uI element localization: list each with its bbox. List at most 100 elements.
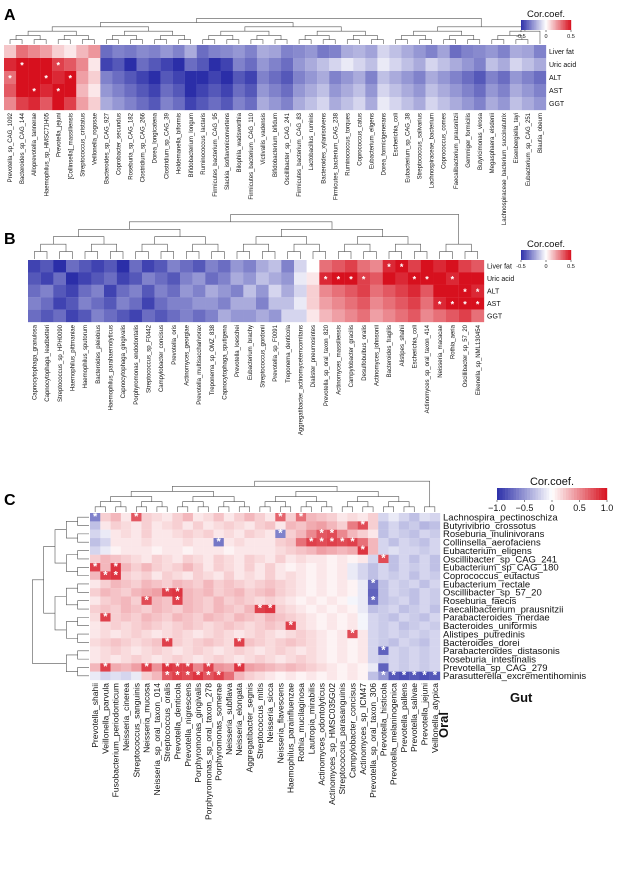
heatmap-cell xyxy=(244,58,258,72)
heatmap-cell xyxy=(429,629,441,639)
heatmap-cell xyxy=(182,563,194,572)
row-label: Lachnospira_pectinoschiza xyxy=(443,513,558,524)
heatmap-cell xyxy=(90,638,101,647)
legend-gradient-step xyxy=(529,250,532,260)
heatmap-cell xyxy=(365,45,378,59)
legend-gradient-step xyxy=(524,250,527,260)
heatmap-cell xyxy=(234,521,245,530)
heatmap-cell xyxy=(378,621,389,631)
legend-gradient-step xyxy=(537,20,539,30)
heatmap-cell xyxy=(116,297,130,310)
heatmap-cell xyxy=(254,638,266,647)
heatmap-cell xyxy=(244,97,258,111)
heatmap-cell xyxy=(461,58,474,72)
legend-gradient-step xyxy=(574,488,577,500)
heatmap-cell xyxy=(141,654,152,664)
heatmap-cell xyxy=(223,654,235,664)
heatmap-cell xyxy=(378,646,389,656)
heatmap-cell xyxy=(172,596,183,605)
heatmap-cell xyxy=(473,84,486,98)
heatmap-cell xyxy=(131,613,142,622)
heatmap-cell xyxy=(265,604,276,614)
heatmap-cell xyxy=(124,45,137,59)
heatmap-cell xyxy=(182,638,194,647)
heatmap-cell xyxy=(141,671,152,681)
heatmap-cell xyxy=(413,97,426,111)
column-label: Porphyromonas_gingivalis xyxy=(193,683,203,783)
row-label: Oscillibacter_sp_57_20 xyxy=(443,588,542,599)
heatmap-cell xyxy=(180,272,193,285)
row-label: AST xyxy=(549,88,563,95)
heatmap-cell xyxy=(53,272,67,285)
heatmap-cell xyxy=(234,554,245,564)
heatmap-cell xyxy=(141,554,152,564)
heatmap-cell xyxy=(53,309,67,323)
heatmap-cell xyxy=(347,546,358,555)
dendrogram-link xyxy=(77,583,89,593)
heatmap-cell xyxy=(429,671,441,681)
heatmap-cell xyxy=(305,84,318,98)
column-label: Neisseria_cinerea xyxy=(121,683,131,751)
heatmap-cell xyxy=(306,621,317,631)
heatmap-cell xyxy=(256,260,269,273)
legend-gradient-step xyxy=(590,488,594,500)
legend-gradient-step xyxy=(566,250,568,260)
legend-gradient-step xyxy=(557,250,559,260)
heatmap-cell xyxy=(142,272,155,285)
heatmap-cell xyxy=(388,571,399,580)
heatmap-cell xyxy=(112,84,125,98)
column-label: Escherichia_coli xyxy=(394,113,400,156)
heatmap-cell xyxy=(162,638,173,647)
dendrogram-link xyxy=(43,546,55,614)
heatmap-cell xyxy=(141,613,152,622)
column-label: Prevotella_nigrescens xyxy=(183,683,193,767)
heatmap-cell xyxy=(90,629,101,639)
heatmap-cell xyxy=(131,638,142,647)
heatmap-cell xyxy=(437,58,450,72)
legend-gradient-step xyxy=(559,250,562,260)
heatmap-cell xyxy=(347,588,358,597)
heatmap-cell xyxy=(244,621,255,631)
heatmap-cell xyxy=(90,596,101,605)
heatmap-cell xyxy=(409,621,420,631)
heatmap-cell xyxy=(347,571,358,580)
legend-gradient-step xyxy=(532,250,534,260)
heatmap-cell xyxy=(533,97,547,111)
heatmap-cell xyxy=(473,58,486,72)
heatmap-cell xyxy=(110,563,122,572)
heatmap-cell xyxy=(100,621,111,631)
column-label: Veillonella_rogosae xyxy=(92,112,98,165)
heatmap-cell xyxy=(326,638,338,647)
heatmap-cell xyxy=(509,84,523,98)
heatmap-cell xyxy=(172,71,185,85)
dendrogram-link xyxy=(403,506,415,512)
heatmap-cell xyxy=(306,529,317,539)
heatmap-cell xyxy=(429,663,441,672)
heatmap-cell xyxy=(110,638,122,647)
legend-gradient-step xyxy=(538,488,542,500)
dendrogram-link xyxy=(395,39,408,44)
heatmap-cell xyxy=(306,513,317,522)
heatmap-cell xyxy=(275,546,286,555)
dendrogram-link xyxy=(172,485,338,492)
heatmap-cell xyxy=(131,646,142,656)
heatmap-cell xyxy=(337,513,348,522)
column-label: Rothia_aeria xyxy=(450,324,456,359)
column-label: Faecalibacterium_prausnitzii xyxy=(454,113,460,189)
heatmap-cell xyxy=(91,272,105,285)
dendrogram-link xyxy=(160,35,185,40)
heatmap-cell xyxy=(419,613,430,622)
significance-star: * xyxy=(299,511,304,523)
heatmap-cell xyxy=(203,638,214,647)
heatmap-cell xyxy=(192,604,204,614)
heatmap-cell xyxy=(213,663,224,672)
legend-gradient-step xyxy=(548,20,550,30)
heatmap-cell xyxy=(244,538,255,547)
dendrogram-link xyxy=(218,506,230,512)
legend-gradient-step xyxy=(576,488,580,500)
heatmap-cell xyxy=(367,638,379,647)
legend-gradient-step xyxy=(538,250,540,260)
dendrogram-link xyxy=(202,39,216,44)
legend-gradient-step xyxy=(549,488,553,500)
legend-tick-label: 0 xyxy=(544,264,547,270)
